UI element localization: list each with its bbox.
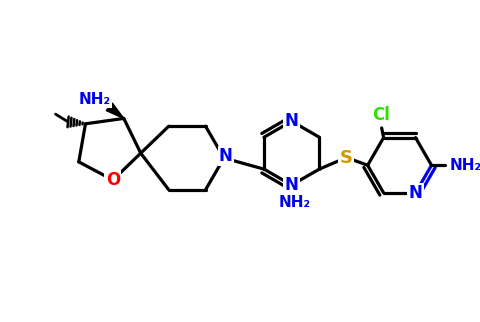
Text: N: N (408, 184, 422, 202)
Text: N: N (285, 112, 299, 130)
Text: NH₂: NH₂ (79, 91, 111, 107)
Polygon shape (106, 103, 124, 118)
Text: NH₂: NH₂ (449, 158, 480, 173)
Text: N: N (219, 147, 233, 165)
Text: NH₂: NH₂ (278, 195, 311, 210)
Text: O: O (106, 171, 120, 189)
Text: S: S (340, 148, 353, 166)
Text: Cl: Cl (372, 106, 390, 124)
Text: N: N (285, 176, 299, 194)
